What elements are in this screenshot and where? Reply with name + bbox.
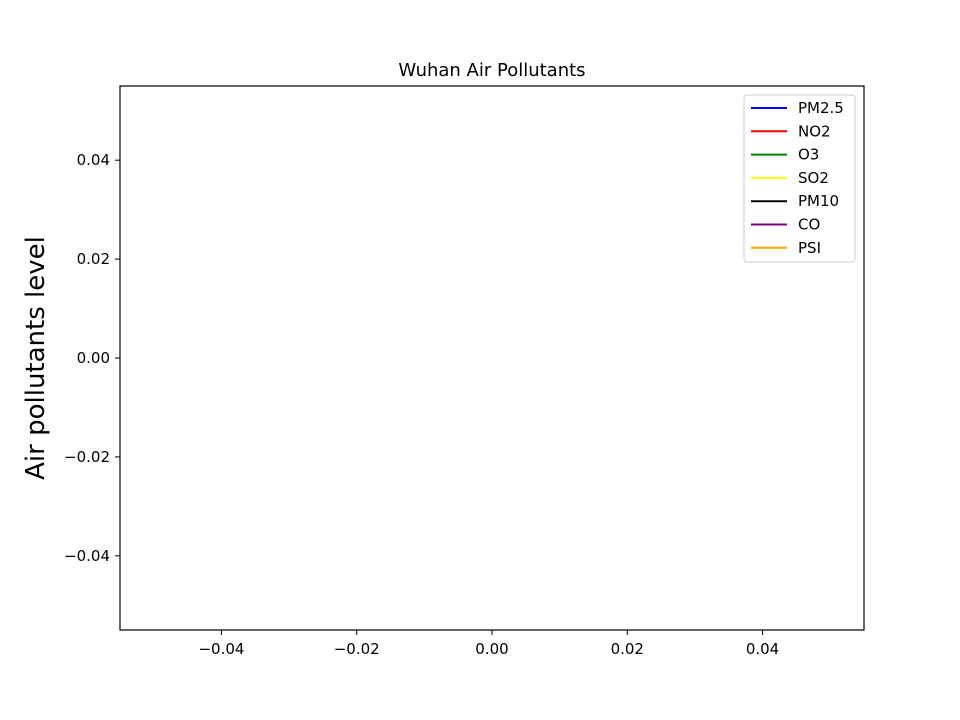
x-tick-label: −0.04 [198, 640, 244, 658]
y-tick-label: 0.04 [77, 151, 110, 169]
legend: PM2.5 NO2 O3 SO2 PM10 CO PSI [743, 94, 856, 263]
chart-title: Wuhan Air Pollutants [398, 60, 585, 81]
x-axis: −0.04 −0.02 0.00 0.02 0.04 [198, 630, 779, 658]
x-tick-label: −0.02 [334, 640, 380, 658]
y-axis: 0.04 0.02 0.00 −0.02 −0.04 [64, 151, 120, 565]
y-axis-label: Air pollutants level [21, 236, 51, 480]
y-tick-label: 0.02 [77, 250, 110, 268]
legend-label: O3 [798, 146, 819, 164]
x-tick-label: 0.00 [475, 640, 508, 658]
y-tick-label: −0.02 [64, 448, 110, 466]
plot-area-frame [119, 85, 865, 631]
legend-label: NO2 [798, 122, 831, 140]
legend-box [743, 94, 856, 263]
legend-label: CO [798, 216, 820, 234]
legend-label: PM2.5 [798, 99, 844, 117]
legend-label: PSI [798, 239, 821, 257]
y-tick-label: −0.04 [64, 547, 110, 565]
y-tick-label: 0.00 [77, 349, 110, 367]
x-tick-label: 0.02 [611, 640, 644, 658]
legend-label: SO2 [798, 169, 829, 187]
x-tick-label: 0.04 [746, 640, 779, 658]
legend-label: PM10 [798, 192, 839, 210]
